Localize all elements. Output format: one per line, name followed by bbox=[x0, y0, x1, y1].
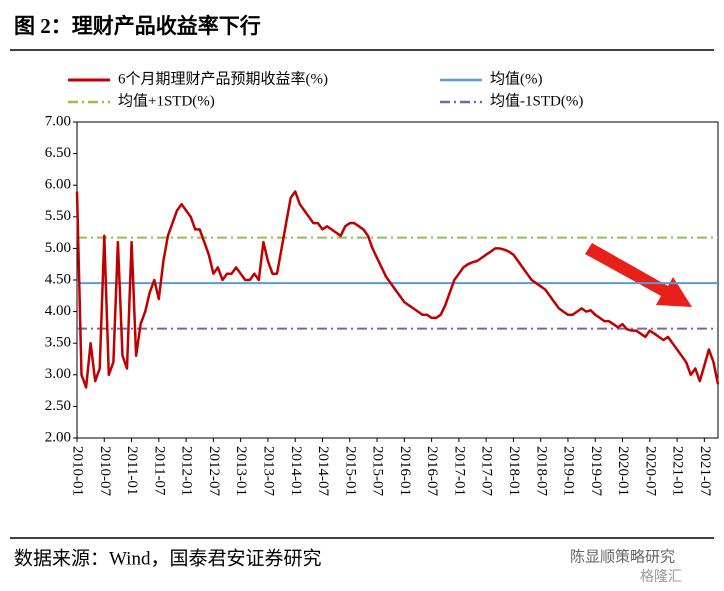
source: 数据来源：Wind，国泰君安证券研究 bbox=[14, 547, 321, 569]
x-tick-label: 2016-07 bbox=[424, 446, 440, 496]
x-tick-label: 2011-01 bbox=[124, 446, 140, 495]
x-tick-label: 2013-07 bbox=[260, 446, 276, 496]
plot-frame bbox=[76, 121, 719, 439]
x-tick-label: 2019-07 bbox=[588, 446, 604, 496]
legend-label: 均值+1STD(%) bbox=[118, 92, 215, 109]
x-tick-label: 2021-01 bbox=[670, 446, 686, 496]
y-tick-label: 6.50 bbox=[45, 145, 71, 161]
legend-label: 6个月期理财产品预期收益率(%) bbox=[118, 70, 328, 87]
x-tick-label: 2015-01 bbox=[342, 446, 358, 496]
y-tick-label: 3.50 bbox=[45, 335, 71, 351]
x-tick-label: 2010-07 bbox=[97, 446, 113, 496]
x-tick-label: 2020-07 bbox=[642, 446, 658, 496]
x-tick-label: 2017-07 bbox=[479, 446, 495, 496]
y-tick-label: 6.00 bbox=[45, 177, 71, 193]
x-tick-label: 2018-07 bbox=[533, 446, 549, 496]
x-tick-label: 2013-01 bbox=[233, 446, 249, 496]
y-tick-label: 4.00 bbox=[45, 303, 71, 319]
watermark: 陈显顺策略研究 bbox=[570, 547, 675, 565]
trend-arrow bbox=[585, 243, 692, 307]
x-tick-label: 2011-07 bbox=[151, 446, 167, 496]
y-tick-label: 5.50 bbox=[45, 208, 71, 224]
y-tick-label: 3.00 bbox=[45, 366, 71, 382]
x-tick-label: 2012-07 bbox=[206, 446, 222, 496]
legend-label: 均值(%) bbox=[490, 70, 543, 87]
y-tick-label: 5.00 bbox=[45, 240, 71, 256]
chart-title: 图 2：理财产品收益率下行 bbox=[14, 14, 261, 38]
x-tick-label: 2015-07 bbox=[370, 446, 386, 496]
y-tick-label: 2.00 bbox=[45, 429, 71, 445]
x-tick-label: 2020-01 bbox=[615, 446, 631, 496]
x-tick-label: 2014-01 bbox=[288, 446, 304, 496]
y-tick-label: 2.50 bbox=[45, 398, 71, 414]
x-tick-label: 2019-01 bbox=[561, 446, 577, 496]
x-tick-label: 2012-01 bbox=[179, 446, 195, 496]
watermark: 格隆汇 bbox=[640, 569, 682, 585]
series-line bbox=[75, 190, 720, 389]
x-tick-label: 2016-01 bbox=[397, 446, 413, 496]
x-tick-label: 2017-01 bbox=[451, 446, 467, 496]
y-tick-label: 4.50 bbox=[45, 271, 71, 287]
x-tick-label: 2021-07 bbox=[697, 446, 713, 496]
y-tick-label: 7.00 bbox=[45, 113, 71, 129]
x-tick-label: 2010-01 bbox=[70, 446, 86, 496]
legend-label: 均值-1STD(%) bbox=[490, 92, 583, 109]
x-tick-label: 2014-07 bbox=[315, 446, 331, 496]
x-tick-label: 2018-01 bbox=[506, 446, 522, 496]
